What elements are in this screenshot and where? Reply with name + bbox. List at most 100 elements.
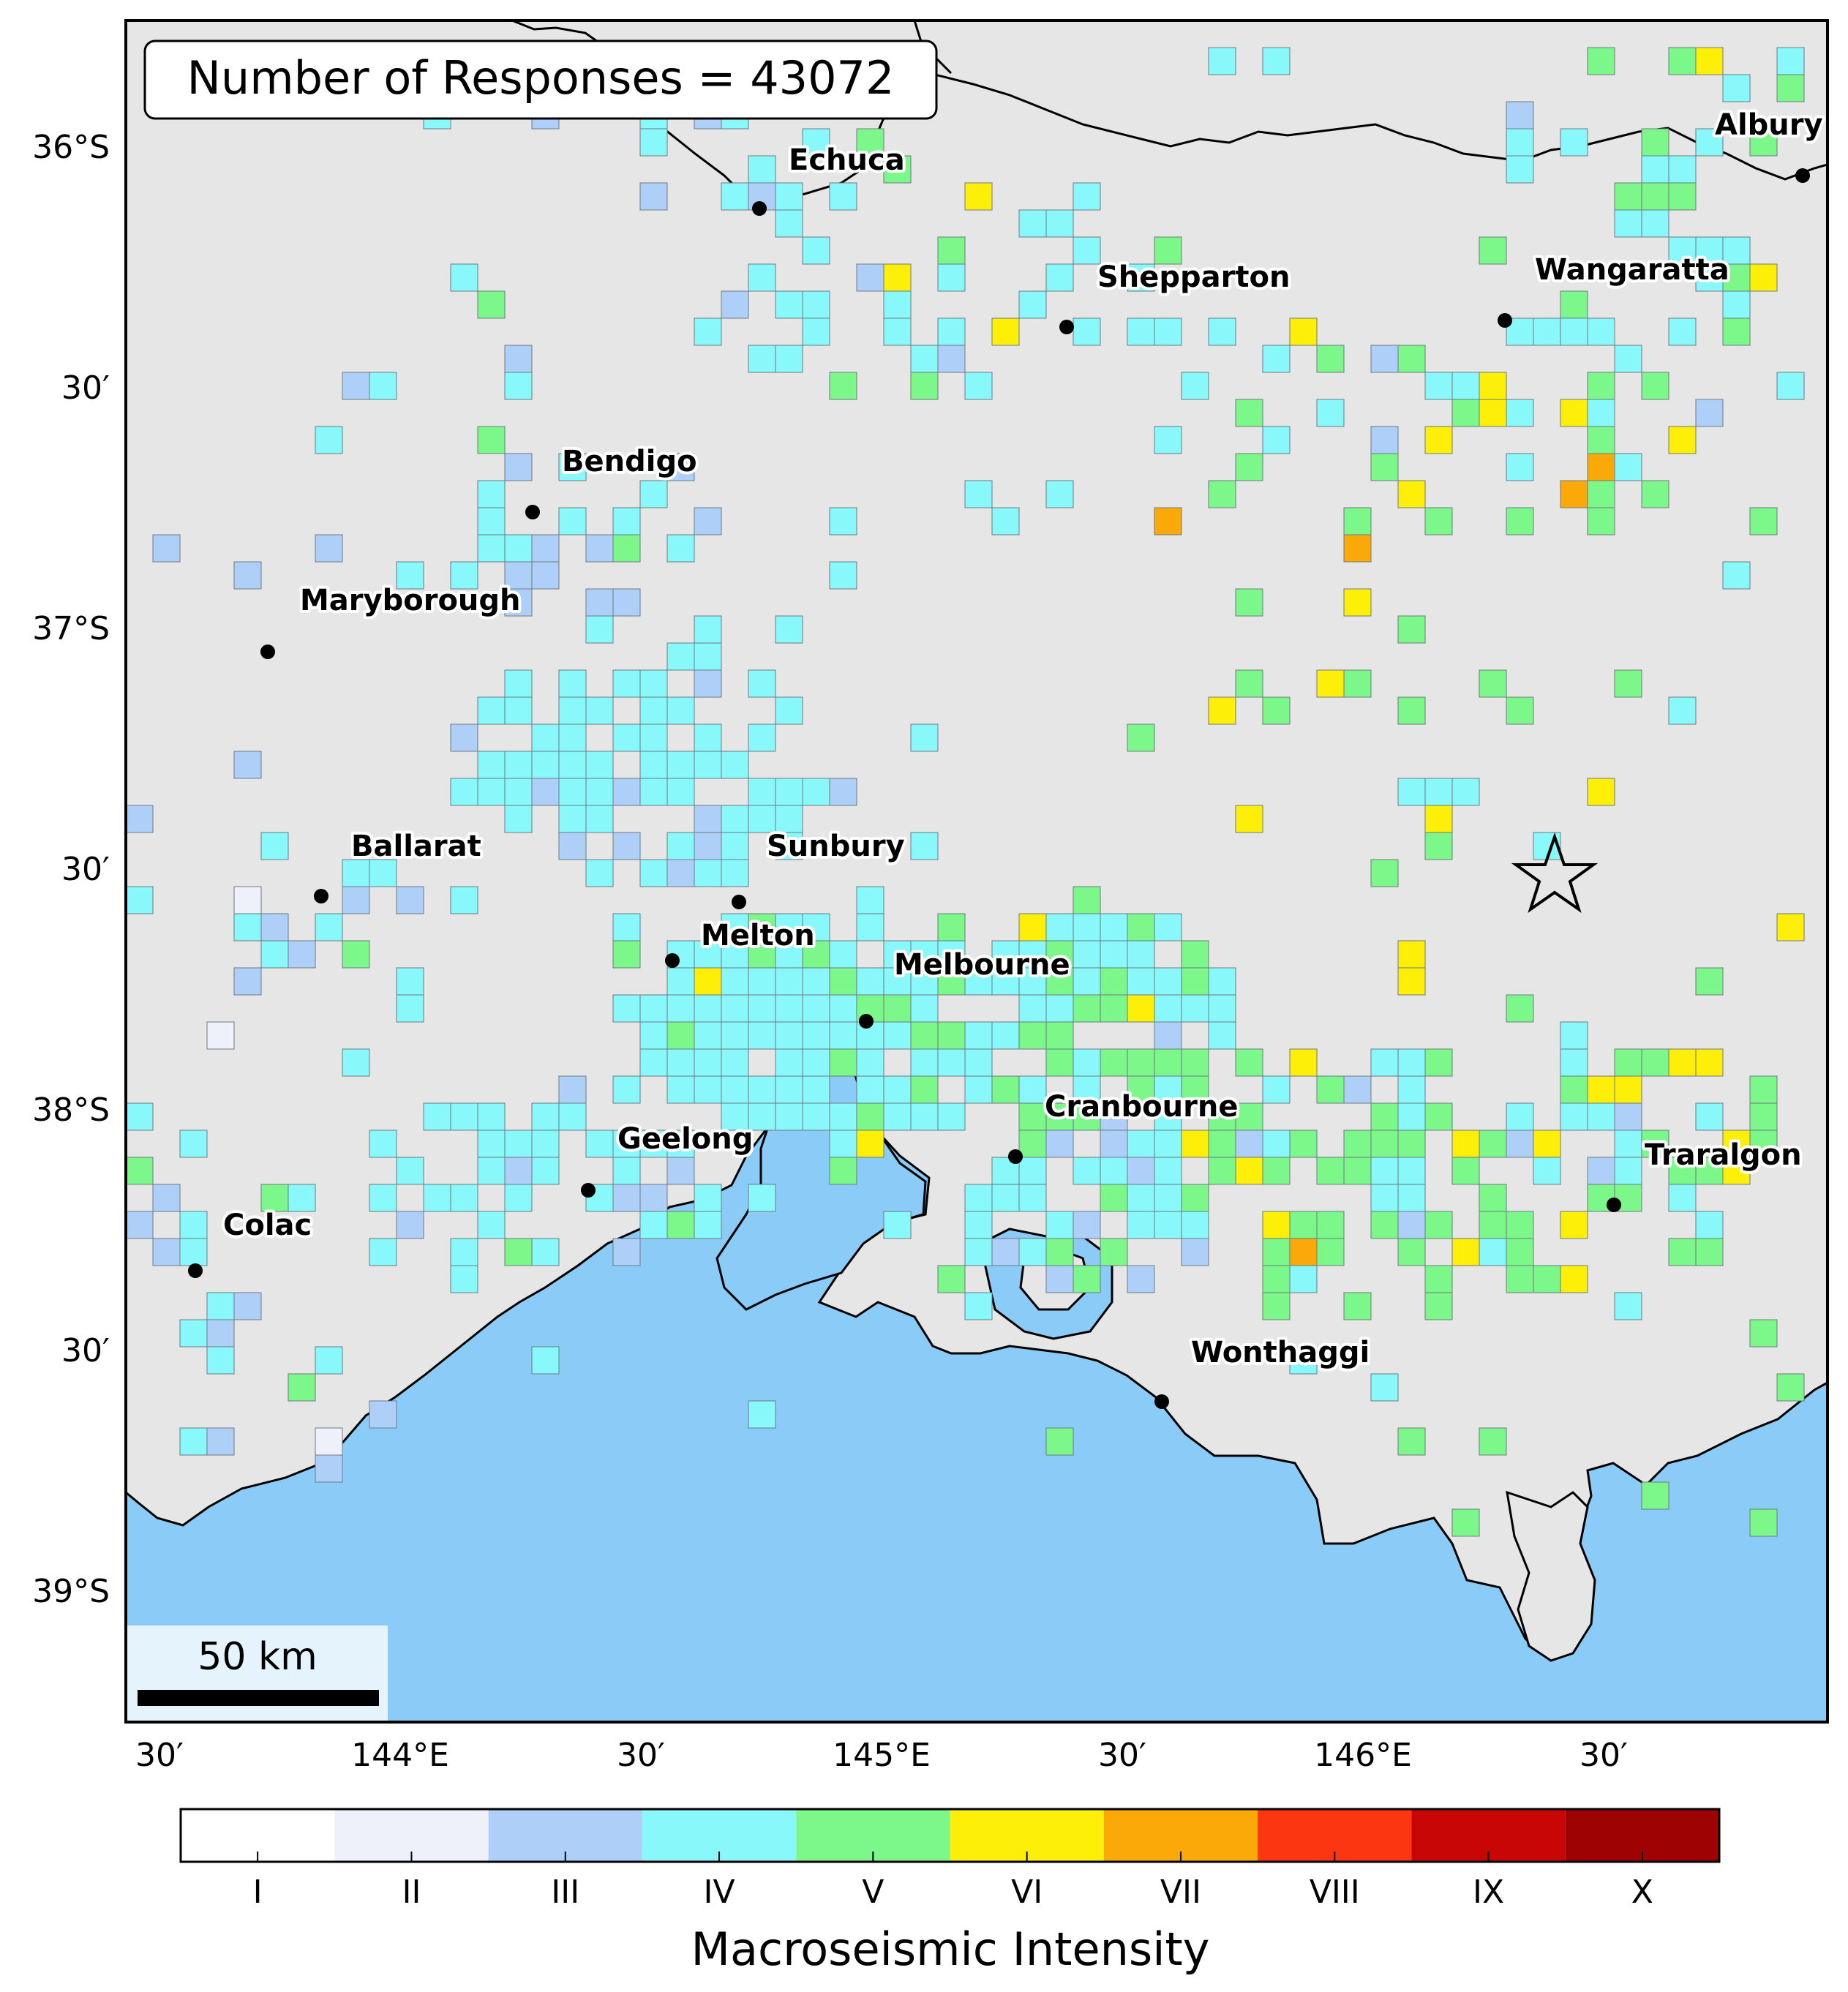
intensity-cell (666, 1021, 695, 1050)
intensity-cell (883, 967, 912, 996)
intensity-cell (558, 696, 587, 725)
intensity-cell (1127, 1184, 1155, 1212)
intensity-cell (531, 723, 560, 752)
intensity-cell (883, 317, 912, 346)
intensity-cell (233, 886, 262, 914)
intensity-cell (748, 994, 776, 1023)
intensity-cell (1668, 155, 1697, 184)
scale-bar (138, 1690, 379, 1706)
intensity-cell (775, 967, 803, 996)
intensity-cell (1641, 1481, 1669, 1510)
intensity-cell (1479, 1130, 1507, 1158)
intensity-cell (1045, 1427, 1074, 1456)
intensity-cell (802, 290, 830, 319)
intensity-cell (802, 994, 830, 1023)
intensity-cell (748, 940, 776, 969)
intensity-cell (612, 1130, 641, 1158)
intensity-cell (964, 1021, 993, 1050)
intensity-cell (856, 886, 884, 914)
intensity-cell (910, 345, 939, 373)
intensity-cell (1127, 913, 1155, 941)
intensity-cell (1397, 1048, 1426, 1077)
lat-label: 37°S (32, 610, 110, 647)
intensity-cell (1343, 588, 1372, 617)
city-label: Shepparton (1097, 260, 1290, 294)
intensity-cell (639, 480, 668, 508)
intensity-cell (558, 723, 587, 752)
intensity-cell (694, 1211, 722, 1239)
intensity-cell (206, 1427, 235, 1456)
intensity-cell (883, 1075, 912, 1104)
intensity-cell (1560, 480, 1588, 508)
intensity-cell (1776, 372, 1805, 400)
intensity-cell (1560, 399, 1588, 427)
intensity-cell (396, 561, 424, 590)
intensity-cell (937, 263, 966, 292)
intensity-cell (504, 805, 533, 833)
intensity-cell (1181, 940, 1209, 969)
intensity-cell (964, 372, 993, 400)
intensity-cell (748, 1400, 776, 1429)
intensity-cell (1424, 832, 1453, 860)
intensity-cell (721, 913, 749, 941)
intensity-cell (585, 751, 614, 779)
intensity-cell (396, 994, 424, 1023)
intensity-cell (1018, 1102, 1047, 1131)
intensity-cell (1370, 453, 1399, 481)
intensity-cell (1100, 994, 1128, 1023)
intensity-cell (1208, 47, 1236, 75)
intensity-cell (1208, 1021, 1236, 1050)
intensity-cell (1668, 1048, 1697, 1077)
intensity-cell (721, 994, 749, 1023)
intensity-cell (1668, 317, 1697, 346)
intensity-cell (1262, 47, 1291, 75)
intensity-cell (1127, 263, 1155, 292)
intensity-cell (1208, 696, 1236, 725)
intensity-cell (1235, 1102, 1263, 1131)
intensity-cell (612, 1238, 641, 1266)
intensity-cell (639, 1184, 668, 1212)
intensity-cell (1479, 399, 1507, 427)
intensity-cell (802, 1048, 830, 1077)
intensity-cell (1073, 1048, 1101, 1077)
intensity-cell (1018, 1130, 1047, 1158)
latitude-labels: 36°S 30′ 37°S 30′ 38°S 30′ 39°S (32, 129, 110, 1610)
intensity-cell (1695, 1048, 1724, 1077)
intensity-cell (1235, 399, 1263, 427)
intensity-cell (1181, 372, 1209, 400)
intensity-cell (1208, 480, 1236, 508)
intensity-cell (531, 1346, 560, 1375)
intensity-cell (856, 967, 884, 996)
intensity-cell (504, 1238, 533, 1266)
intensity-cell (450, 1238, 478, 1266)
intensity-cell (1045, 1265, 1074, 1293)
city-marker-icon (525, 505, 540, 519)
intensity-cell (504, 696, 533, 725)
intensity-cell (694, 317, 722, 346)
intensity-cell (748, 1021, 776, 1050)
intensity-cell (504, 453, 533, 481)
intensity-cell (748, 805, 776, 833)
responses-label: Number of Responses = 43072 (187, 51, 895, 105)
intensity-cell (1749, 1130, 1778, 1158)
intensity-cell (396, 886, 424, 914)
intensity-cell (1316, 399, 1345, 427)
intensity-cell (856, 1075, 884, 1104)
intensity-cell (1154, 1048, 1182, 1077)
intensity-cell (1668, 182, 1697, 211)
intensity-cell (1695, 1157, 1724, 1185)
intensity-cell (910, 1075, 939, 1104)
intensity-cell (315, 1346, 343, 1375)
intensity-cell (1533, 1157, 1561, 1185)
legend-level-label: II (402, 1873, 421, 1911)
intensity-cell (748, 1075, 776, 1104)
city-label: Wangaratta (1535, 253, 1729, 287)
intensity-cell (991, 940, 1020, 969)
intensity-cell (1479, 1238, 1507, 1266)
legend-level-label: X (1631, 1873, 1653, 1911)
intensity-cell (1424, 1102, 1453, 1131)
responses-box (143, 40, 938, 120)
city-marker-icon (581, 1183, 596, 1198)
city-label: Geelong (617, 1122, 753, 1156)
intensity-cell (1100, 1184, 1128, 1212)
